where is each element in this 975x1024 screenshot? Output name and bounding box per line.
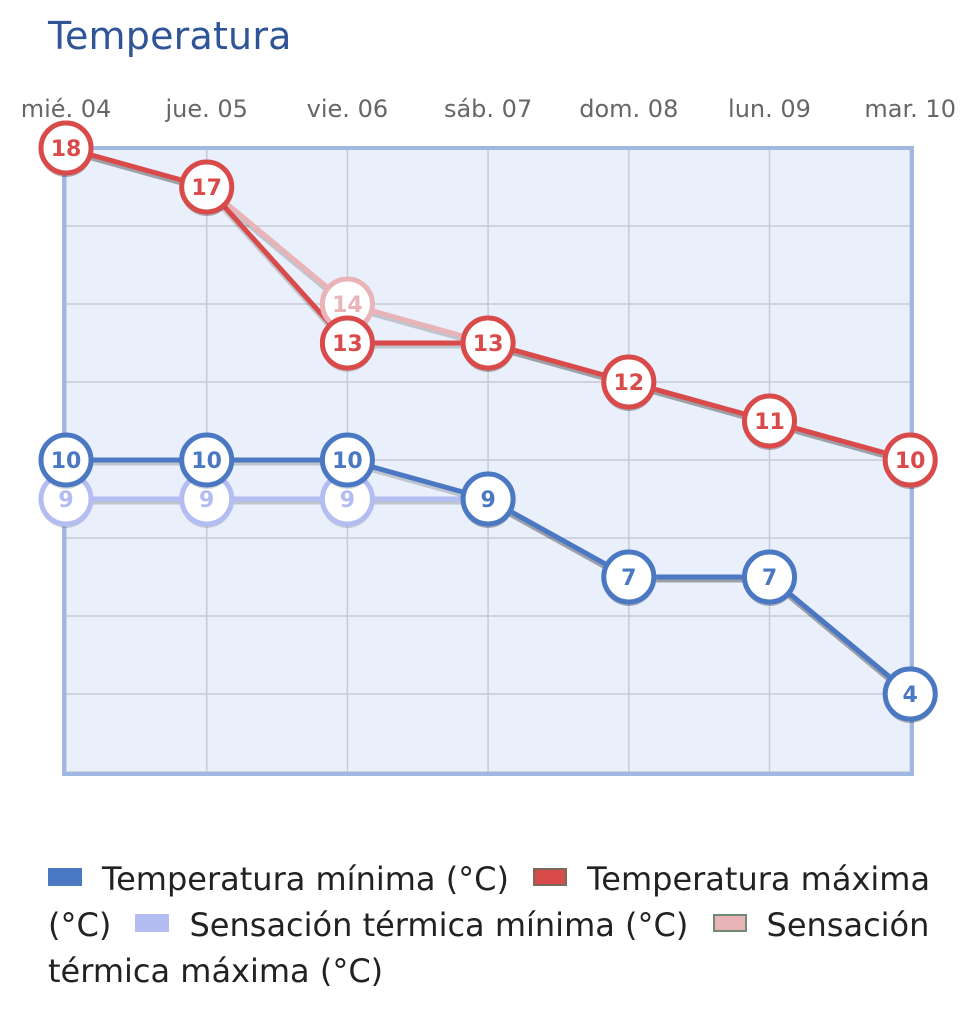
legend-item-tmax[interactable]: Temperatura máxima (°C) (48, 860, 930, 944)
data-point-tmin: 10 (179, 432, 235, 489)
data-point-tmax: 11 (742, 393, 797, 450)
data-label: 14 (332, 293, 363, 318)
legend-swatch-tmin (48, 868, 82, 886)
data-label: 10 (332, 449, 363, 474)
data-label: 11 (754, 410, 785, 435)
data-point-tmin: 7 (742, 549, 797, 606)
legend-swatch-tmax (533, 868, 568, 886)
data-point-marker (179, 159, 235, 215)
data-point-marker (460, 471, 516, 527)
chart-title: Temperatura (48, 14, 292, 58)
data-point-marker (38, 120, 94, 176)
data-point-tmax: 17 (179, 159, 235, 216)
data-label: 9 (340, 488, 355, 513)
data-label: 9 (480, 488, 495, 513)
data-label: 12 (613, 371, 644, 396)
legend-swatch-smin (135, 914, 170, 932)
chart-legend: Temperatura mínima (°C) Temperatura máxi… (48, 856, 963, 994)
data-point-tmin: 4 (882, 666, 938, 723)
x-tick-label: dom. 08 (579, 95, 678, 123)
data-label: 4 (903, 683, 918, 708)
data-label: 9 (58, 488, 73, 513)
data-point-smin: 9 (38, 471, 94, 528)
data-label: 10 (191, 449, 222, 474)
x-tick-label: sáb. 07 (444, 95, 532, 123)
data-point-marker (601, 354, 657, 410)
data-point-tmin: 9 (460, 471, 516, 528)
data-label: 10 (895, 449, 926, 474)
data-point-marker (601, 549, 657, 605)
data-point-marker (460, 315, 516, 371)
temperature-chart: mié. 04 jue. 05 vie. 06 sáb. 07 dom. 08 lun. … (21, 95, 956, 776)
data-point-marker (882, 432, 938, 488)
data-point-tmax: 18 (38, 120, 94, 177)
data-point-tmax: 13 (460, 315, 516, 372)
legend-item-smax[interactable]: Sensación térmica máxima (°C) (48, 906, 929, 990)
legend-label-tmax: Temperatura máxima (°C) (48, 860, 931, 944)
legend-label-smin: Sensación térmica mínima (°C) (189, 906, 689, 944)
data-point-tmin: 10 (319, 432, 375, 489)
data-point-marker (38, 432, 94, 488)
data-label: 13 (332, 332, 363, 357)
data-point-marker (742, 549, 797, 605)
legend-label-tmin: Temperatura mínima (°C) (102, 860, 509, 898)
legend-item-tmin[interactable]: Temperatura mínima (°C) (48, 860, 519, 898)
data-point-tmin: 10 (38, 432, 94, 489)
data-label: 7 (621, 566, 636, 591)
data-point-marker (742, 393, 797, 449)
legend-swatch-smax (712, 914, 747, 932)
x-tick-label: lun. 09 (728, 95, 811, 123)
data-point-tmax: 12 (601, 354, 657, 411)
data-label: 7 (762, 566, 777, 591)
data-label: 13 (473, 332, 504, 357)
x-tick-label: vie. 06 (307, 95, 388, 123)
data-point-smin: 9 (319, 471, 375, 528)
legend-label-smax: Sensación térmica máxima (°C) (48, 906, 930, 990)
data-label: 17 (191, 176, 222, 201)
data-point-marker (319, 432, 375, 488)
x-tick-label: jue. 05 (164, 95, 247, 123)
x-tick-label: mar. 10 (864, 95, 956, 123)
legend-item-smin[interactable]: Sensación térmica mínima (°C) (135, 906, 698, 944)
data-point-tmax: 10 (882, 432, 938, 489)
data-label: 18 (51, 137, 82, 162)
x-tick-label: mié. 04 (21, 95, 112, 123)
data-point-tmax: 13 (319, 315, 375, 372)
data-label: 10 (51, 449, 82, 474)
data-point-marker (319, 315, 375, 371)
data-point-marker (882, 666, 938, 722)
data-point-tmin: 7 (601, 549, 657, 606)
data-label: 9 (199, 488, 214, 513)
data-point-marker (179, 432, 235, 488)
